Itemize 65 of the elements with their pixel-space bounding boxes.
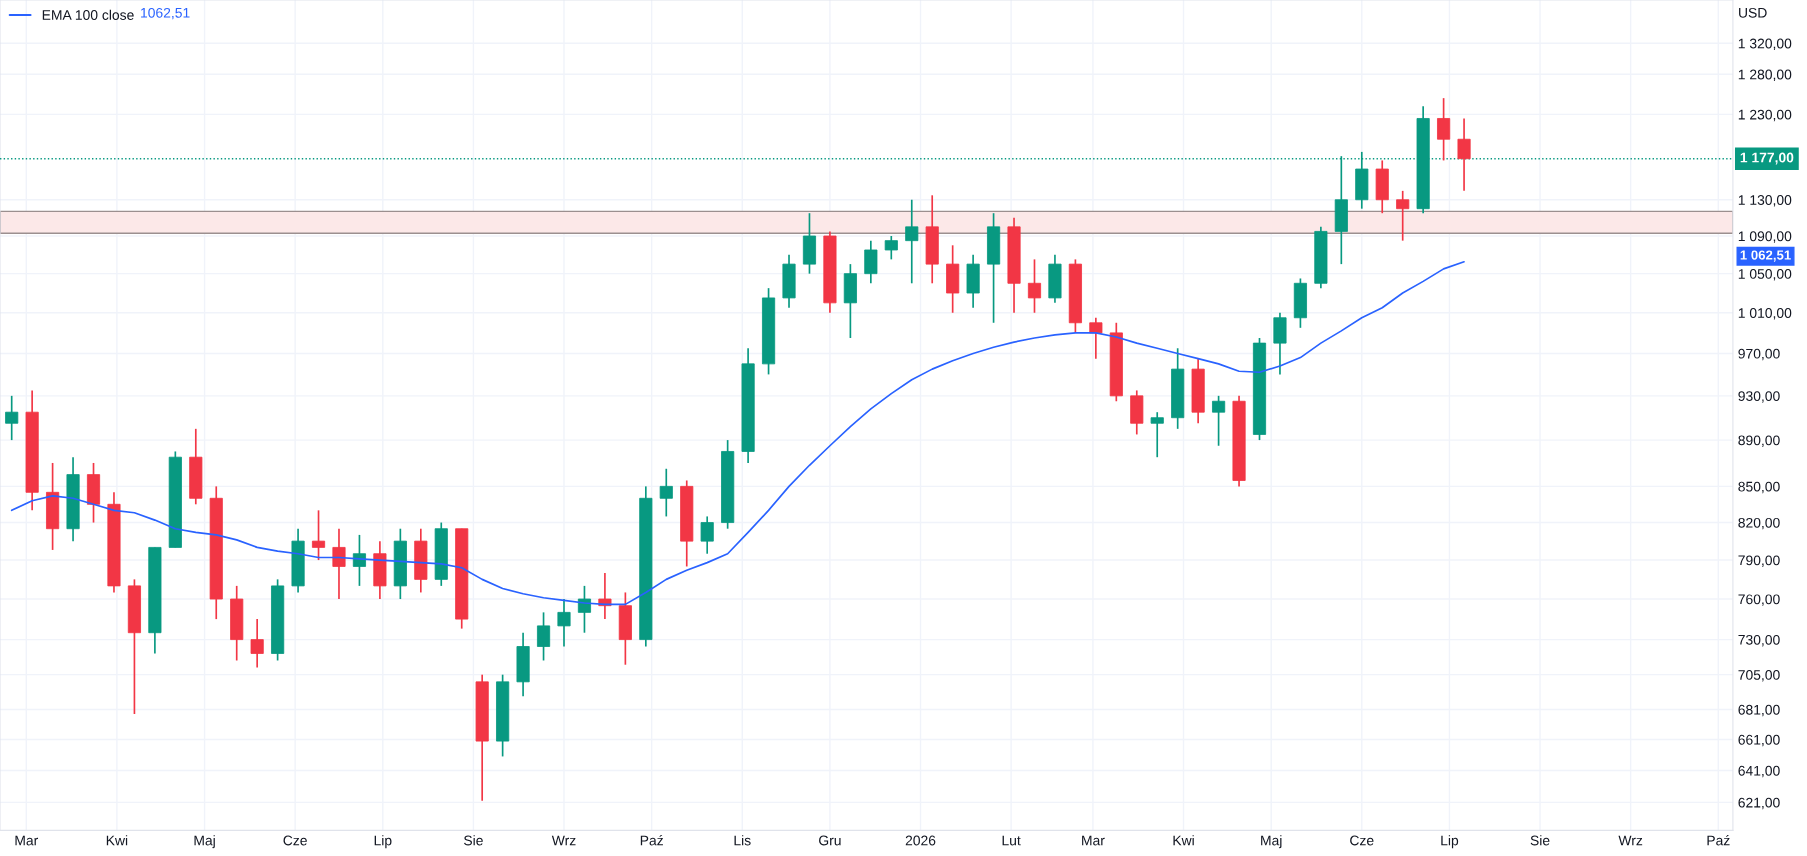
x-tick-label: Gru <box>819 835 841 846</box>
x-tick-label: 2026 <box>905 835 936 846</box>
candlestick <box>1437 97 1451 162</box>
candlestick <box>311 509 326 561</box>
y-tick-label: 1 090,00 <box>1738 231 1792 243</box>
candlestick <box>1212 394 1226 447</box>
candlestick <box>1396 190 1410 242</box>
candlestick <box>557 598 571 648</box>
y-tick-label: 705,00 <box>1738 670 1780 682</box>
y-tick-label: 1 320,00 <box>1738 38 1792 51</box>
y-tick-label: 621,00 <box>1738 797 1780 810</box>
candlestick <box>1457 117 1471 192</box>
x-tick-label: Lis <box>734 835 751 846</box>
candlestick <box>659 467 673 518</box>
x-tick-label: Maj <box>1261 835 1282 849</box>
candlestick <box>864 239 878 285</box>
x-tick-label: Sie <box>1530 835 1550 846</box>
y-tick-label: 661,00 <box>1738 734 1780 747</box>
y-tick-label: 970,00 <box>1738 348 1780 361</box>
candlestick <box>1027 258 1042 314</box>
x-tick-label: Kwi <box>106 835 128 846</box>
x-tick-label: Mar <box>1082 835 1105 846</box>
x-tick-label: Kwi <box>1173 835 1194 846</box>
text: 1 062,51 <box>1740 250 1791 262</box>
y-tick-label: 1 010,00 <box>1738 308 1792 320</box>
candlestick <box>352 534 366 587</box>
x-tick-label: Paź <box>640 835 663 846</box>
candlestick <box>1089 316 1103 360</box>
x-tick-label: Lip <box>374 835 392 849</box>
y-tick-label: 850,00 <box>1738 481 1780 494</box>
candlestick <box>884 235 898 261</box>
x-tick-label: Lut <box>1002 835 1021 846</box>
y-tick-label: 1 230,00 <box>1738 109 1792 122</box>
y-tick-label: 930,00 <box>1738 391 1780 403</box>
x-tick-label: Cze <box>283 835 307 846</box>
candlestick <box>536 611 551 662</box>
y-tick-label: 890,00 <box>1738 435 1780 447</box>
candlestick <box>332 527 346 600</box>
y-tick-label: 1 050,00 <box>1738 268 1792 281</box>
y-tick-label: 790,00 <box>1738 555 1780 567</box>
y-tick-label: 730,00 <box>1738 634 1780 647</box>
y-tick-label: 1 280,00 <box>1738 69 1792 82</box>
candlestick <box>1150 411 1164 459</box>
candlestick <box>700 515 714 555</box>
x-tick-label: Cze <box>1350 835 1374 846</box>
candlestick <box>905 198 919 285</box>
y-tick-label: 1 130,00 <box>1738 195 1792 207</box>
candlestick <box>5 394 19 441</box>
y-tick-label: 641,00 <box>1738 765 1780 778</box>
y-tick-label: 820,00 <box>1738 517 1780 530</box>
legend-label: EMA 100 close <box>42 9 134 20</box>
x-tick-label: Sie <box>464 835 483 846</box>
candlestick <box>577 585 592 634</box>
ref-line-label: 1 177,00 <box>1740 152 1794 165</box>
annotation: 1062,51 <box>141 7 190 20</box>
x-tick-label: Paź <box>1707 835 1730 846</box>
x-tick-label: Wrz <box>1618 835 1643 846</box>
y-tick-label: 760,00 <box>1738 594 1780 606</box>
x-tick-label: Maj <box>194 835 215 849</box>
y-tick-label: 681,00 <box>1738 704 1780 717</box>
text: USD <box>1739 7 1767 18</box>
x-tick-label: Lip <box>1441 835 1459 849</box>
x-tick-label: Wrz <box>551 835 576 846</box>
candlestick <box>250 618 264 669</box>
x-tick-label: Mar <box>15 835 39 846</box>
